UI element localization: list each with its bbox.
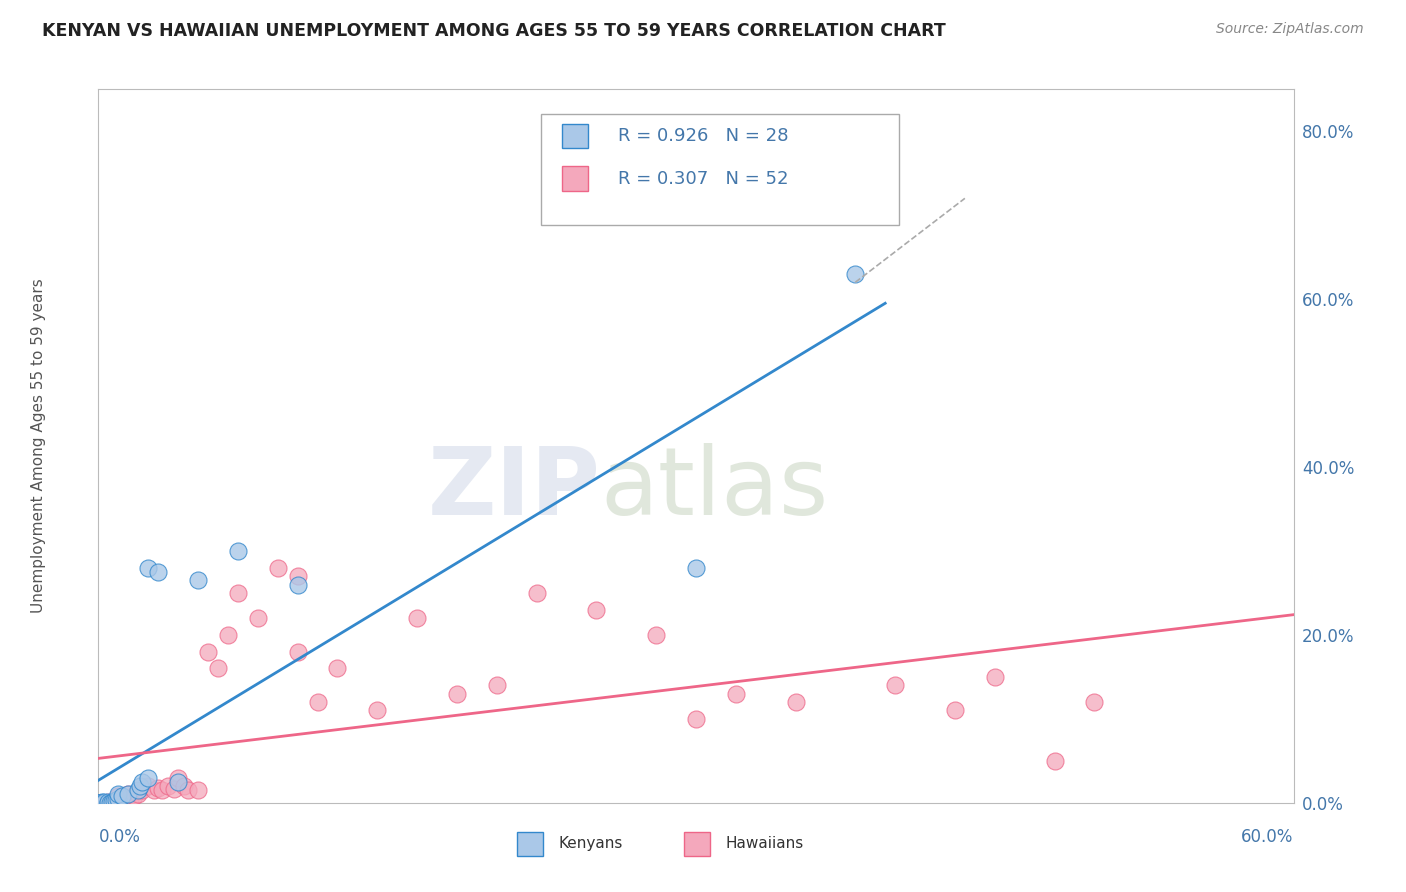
Point (207, 661, 229, 675)
Point (98, 796, 122, 810)
Point (287, 577, 309, 591)
Point (89, 796, 111, 810)
Point (724, 687, 747, 701)
Point (97, 795, 120, 809)
Point (485, 678, 508, 692)
Point (943, 703, 966, 717)
Point (111, 791, 134, 805)
Point (150, 783, 173, 797)
Point (143, 783, 166, 797)
Point (645, 628, 668, 642)
Point (307, 695, 329, 709)
Point (226, 586, 249, 600)
Point (97, 795, 120, 809)
Point (167, 774, 190, 789)
Point (93, 796, 115, 810)
Point (107, 791, 129, 805)
Point (1043, 754, 1066, 768)
Point (287, 645, 309, 659)
Point (107, 788, 129, 802)
Point (446, 687, 468, 701)
Point (173, 779, 195, 793)
Point (97, 796, 120, 810)
Point (87, 796, 110, 810)
FancyBboxPatch shape (541, 114, 900, 225)
Point (101, 795, 124, 809)
Text: R = 0.926   N = 28: R = 0.926 N = 28 (619, 127, 789, 145)
Point (844, 267, 866, 281)
Point (91, 796, 114, 810)
Point (107, 791, 129, 805)
Point (89, 796, 111, 810)
Point (163, 781, 186, 796)
Text: KENYAN VS HAWAIIAN UNEMPLOYMENT AMONG AGES 55 TO 59 YEARS CORRELATION CHART: KENYAN VS HAWAIIAN UNEMPLOYMENT AMONG AG… (42, 22, 946, 40)
Point (117, 788, 139, 802)
Point (326, 661, 349, 675)
Point (103, 794, 125, 808)
Point (197, 645, 219, 659)
Point (115, 793, 138, 807)
Point (136, 779, 159, 793)
Text: Kenyans: Kenyans (558, 837, 623, 852)
Point (91, 795, 114, 809)
Point (148, 780, 170, 795)
Point (105, 793, 128, 807)
Point (124, 789, 146, 803)
Point (984, 670, 1007, 684)
Point (127, 783, 149, 797)
Point (177, 783, 200, 797)
Text: Unemployment Among Ages 55 to 59 years: Unemployment Among Ages 55 to 59 years (31, 278, 46, 614)
Point (93, 795, 115, 809)
Point (107, 789, 129, 803)
Text: 0.0%: 0.0% (98, 828, 141, 846)
Text: 60.0%: 60.0% (1241, 828, 1294, 846)
Text: Source: ZipAtlas.com: Source: ZipAtlas.com (1216, 22, 1364, 37)
Point (103, 796, 125, 810)
Point (526, 586, 548, 600)
Text: Hawaiians: Hawaiians (725, 837, 804, 852)
Point (685, 712, 707, 726)
Text: atlas: atlas (600, 442, 828, 535)
FancyBboxPatch shape (562, 124, 589, 148)
Point (111, 789, 134, 803)
Point (157, 779, 180, 793)
FancyBboxPatch shape (517, 831, 543, 856)
Point (131, 783, 153, 797)
Point (287, 569, 309, 583)
Point (120, 791, 142, 805)
FancyBboxPatch shape (562, 167, 589, 191)
Point (93, 796, 115, 810)
Point (187, 574, 209, 588)
FancyBboxPatch shape (685, 831, 710, 856)
Point (406, 611, 429, 625)
Point (167, 771, 190, 785)
Point (131, 774, 153, 789)
Point (136, 560, 159, 574)
Point (87, 796, 110, 810)
Point (246, 611, 269, 625)
Point (785, 695, 807, 709)
Point (366, 703, 388, 717)
Point (217, 628, 239, 642)
Point (101, 795, 124, 809)
Point (117, 788, 139, 802)
Point (148, 565, 170, 579)
Point (1083, 695, 1105, 709)
Point (129, 779, 152, 793)
Point (585, 603, 607, 617)
Point (884, 678, 907, 692)
Point (226, 544, 249, 558)
Text: ZIP: ZIP (427, 442, 600, 535)
Point (267, 560, 290, 574)
Point (136, 771, 159, 785)
Point (685, 560, 707, 574)
Point (127, 788, 149, 802)
Point (87, 796, 110, 810)
Point (187, 783, 209, 797)
Text: R = 0.307   N = 52: R = 0.307 N = 52 (619, 169, 789, 188)
Point (98, 796, 122, 810)
